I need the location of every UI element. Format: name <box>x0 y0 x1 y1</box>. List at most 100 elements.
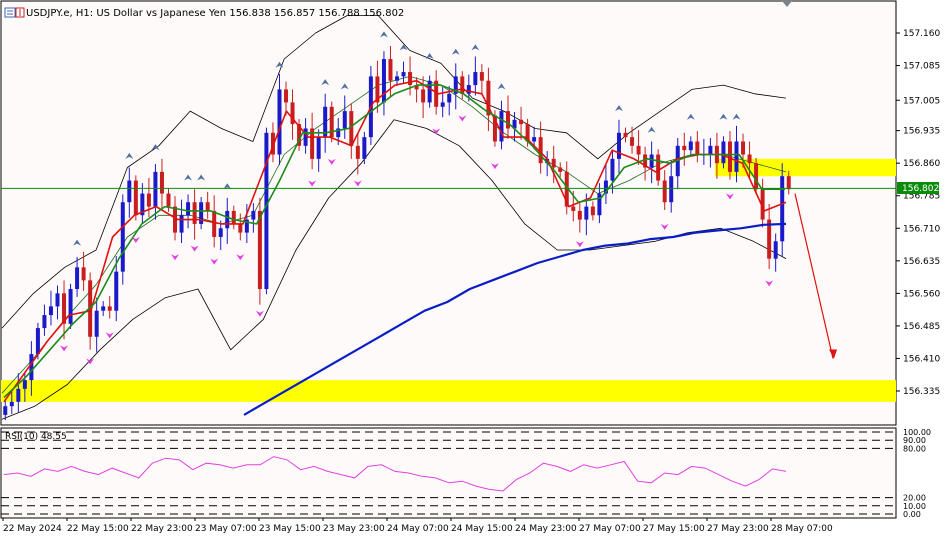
candle-body <box>192 202 197 224</box>
candle <box>179 199 184 244</box>
candle <box>603 164 608 204</box>
price-tick-label: 156.335 <box>903 387 940 397</box>
candle-body <box>682 145 687 151</box>
chart-type-icon[interactable] <box>15 7 25 18</box>
candle-body <box>388 59 393 81</box>
candle-body <box>558 167 563 172</box>
candle <box>231 205 236 230</box>
candle-body <box>421 89 426 103</box>
rsi-level-label: 100.00 <box>903 428 931 437</box>
candle <box>264 127 269 295</box>
candle-body <box>519 119 524 125</box>
candle-body <box>68 289 73 324</box>
up-fractal-marker <box>379 31 388 38</box>
candle-body <box>571 206 576 211</box>
candle-body <box>466 85 471 94</box>
candle <box>649 141 654 184</box>
upper-zone <box>715 158 896 177</box>
candle-body <box>440 102 445 107</box>
price-tick-label: 156.635 <box>903 257 940 267</box>
forecast-arrow-head <box>829 349 837 359</box>
candle <box>636 130 641 165</box>
time-tick-label: 24 May 15:00 <box>451 524 513 534</box>
up-fractal-marker <box>614 105 623 112</box>
up-fractal-marker <box>399 44 408 51</box>
candle-body <box>349 111 354 146</box>
rsi-line <box>3 456 787 492</box>
price-tick-label: 157.160 <box>903 29 940 39</box>
candle <box>623 127 628 143</box>
candle-body <box>257 210 262 290</box>
candle <box>159 158 164 210</box>
rsi-level-label: 10.00 <box>903 502 926 511</box>
band-mid-line <box>1 76 787 394</box>
candle <box>146 177 151 217</box>
time-axis: 22 May 2024 22 May 15:00 22 May 23:00 23 Ma… <box>2 518 833 534</box>
candle <box>199 197 204 230</box>
time-tick-label: 24 May 23:00 <box>515 524 577 534</box>
chart-menu-icon[interactable] <box>4 7 16 18</box>
candle-body <box>244 219 249 233</box>
candle-body <box>505 111 510 129</box>
price-tick-label: 156.410 <box>903 354 940 364</box>
time-tick-label: 27 May 15:00 <box>643 524 705 534</box>
candle <box>257 197 262 305</box>
shift-marker-icon[interactable] <box>782 1 792 7</box>
candle-body <box>727 141 732 172</box>
candle <box>486 67 491 132</box>
candle <box>401 61 406 85</box>
candle-body <box>747 154 752 164</box>
candle-body <box>303 128 308 146</box>
signal-markers <box>60 31 774 365</box>
up-fractal-marker <box>184 174 193 181</box>
forecast-arrow <box>794 193 837 359</box>
candle <box>747 141 752 179</box>
price-tick-label: 157.005 <box>903 96 940 106</box>
candle-body <box>212 210 217 237</box>
candle <box>630 126 635 154</box>
candle <box>460 71 465 99</box>
candle <box>68 283 73 329</box>
down-fractal-marker <box>131 236 140 243</box>
candle-body <box>16 388 21 402</box>
candle <box>101 301 106 316</box>
candle-body <box>284 89 289 103</box>
candle-body <box>395 76 399 81</box>
candle-body <box>270 132 275 155</box>
candle <box>499 100 504 150</box>
candle-body <box>512 119 517 129</box>
candle <box>355 132 360 175</box>
candle-body <box>199 202 204 224</box>
price-tick-label: 156.710 <box>903 224 940 234</box>
candle-body <box>166 193 171 207</box>
candle-body <box>649 154 654 168</box>
candle-body <box>538 137 543 164</box>
chart-title: USDJPY.e, H1: US Dollar vs Japanese Yen … <box>26 8 404 19</box>
candle <box>408 56 413 96</box>
candle <box>290 89 295 140</box>
candle-body <box>205 202 210 211</box>
candle <box>695 131 700 163</box>
candle-body <box>238 223 243 233</box>
candle-body <box>140 193 145 216</box>
candle-body <box>55 293 60 307</box>
candle-body <box>290 102 295 125</box>
price-axis: 157.160 157.085 157.005 156.935 156.860 156.7… <box>896 29 940 397</box>
candle <box>140 183 145 224</box>
up-fractal-marker <box>151 144 160 151</box>
candle <box>277 73 282 165</box>
price-tick-label: 156.935 <box>903 127 940 137</box>
up-fractal-marker <box>686 113 695 120</box>
candle <box>362 131 367 165</box>
candle-body <box>662 180 667 203</box>
candle-body <box>146 193 151 207</box>
candle-body <box>486 80 491 116</box>
candle <box>81 251 86 291</box>
candle <box>767 203 772 270</box>
candle-body <box>669 176 674 203</box>
candle-body <box>453 76 458 94</box>
candle-body <box>584 206 589 220</box>
candle-body <box>251 210 256 220</box>
